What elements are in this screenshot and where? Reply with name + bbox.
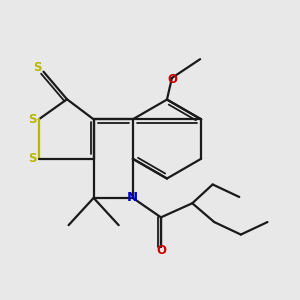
Text: O: O <box>168 73 178 86</box>
Text: S: S <box>28 113 36 126</box>
Text: N: N <box>127 191 138 204</box>
Text: S: S <box>28 152 36 165</box>
Text: O: O <box>156 244 166 257</box>
Text: S: S <box>34 61 42 74</box>
